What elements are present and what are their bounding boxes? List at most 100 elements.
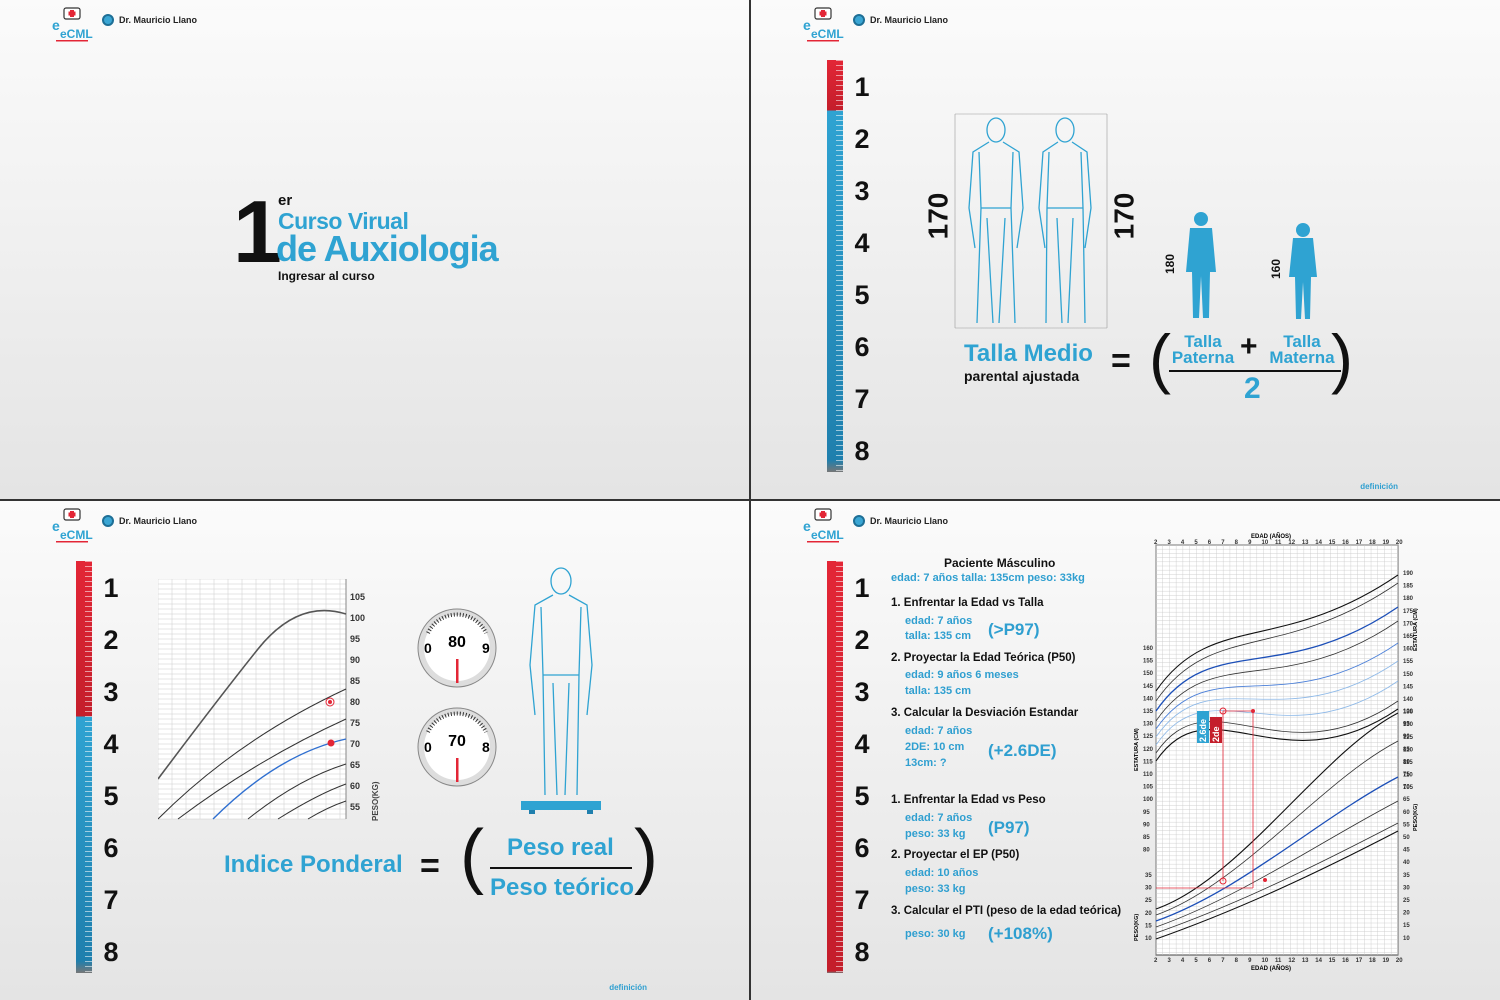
weight-percentile-curve <box>1155 740 1399 916</box>
height-percentile-curve <box>1155 660 1399 738</box>
ecml-logo: e eCML <box>50 507 94 545</box>
step-6: 3. Calcular el PTI (peso de la edad teór… <box>891 905 1122 917</box>
peso-label-left: PESO(KG) <box>1134 914 1140 941</box>
fraction-bar <box>490 867 632 869</box>
x-tick-bottom: 16 <box>1342 958 1349 964</box>
y-right-weight-tick: 70 <box>1403 785 1410 791</box>
parents-body-outline-icon <box>954 113 1108 329</box>
y-left-weight-tick: 15 <box>1145 923 1152 929</box>
height-percentile-curve <box>1155 582 1399 702</box>
y-right-weight-tick: 45 <box>1403 848 1410 854</box>
doctor-avatar-icon <box>853 515 865 527</box>
close-parenthesis: ) <box>1331 321 1353 395</box>
equals-sign: = <box>420 847 440 885</box>
y-right-height-tick: 175 <box>1403 609 1414 615</box>
x-tick-top: 11 <box>1275 540 1282 546</box>
talla-materna: Talla Materna <box>1269 332 1335 367</box>
denominator-peso-teorico: Peso teórico <box>490 874 635 901</box>
ruler-numbers: 1 2 3 4 5 6 7 8 <box>847 563 877 979</box>
x-axis-title-bottom: EDAD (AÑOS) <box>1251 965 1291 972</box>
definition-link[interactable]: definición <box>609 983 647 992</box>
step-4: 1. Enfrentar la Edad vs Peso <box>891 794 1046 806</box>
weight-tick: 65 <box>350 760 360 770</box>
y-right-height-tick: 135 <box>1403 710 1414 716</box>
ruler-number: 8 <box>103 937 119 967</box>
ruler-number: 6 <box>854 332 870 362</box>
divisor: 2 <box>1244 372 1261 405</box>
ruler-number: 2 <box>854 625 870 655</box>
step-4-result: (P97) <box>988 818 1030 837</box>
y-left-height-tick: 145 <box>1143 684 1154 690</box>
y-left-height-tick: 130 <box>1143 722 1154 728</box>
svg-text:e: e <box>803 518 811 534</box>
step-1-height: talla: 135 cm <box>905 630 972 642</box>
x-tick-top: 5 <box>1194 540 1198 546</box>
materna-bottom: Materna <box>1269 348 1335 367</box>
materna-top: Talla <box>1283 332 1321 351</box>
y-right-height-tick: 165 <box>1403 634 1414 640</box>
y-left-weight-tick: 25 <box>1145 898 1152 904</box>
ruler <box>827 60 843 472</box>
ruler-number: 4 <box>103 729 119 759</box>
y-left-height-tick: 90 <box>1143 822 1150 828</box>
y-left-height-tick: 160 <box>1143 646 1154 652</box>
x-tick-top: 15 <box>1329 540 1336 546</box>
weight-tick: 60 <box>350 781 360 791</box>
x-tick-top: 18 <box>1369 540 1376 546</box>
talla-medio-label: Talla Medio <box>964 340 1093 367</box>
x-tick-top: 14 <box>1315 540 1322 546</box>
x-tick-bottom: 6 <box>1208 958 1212 964</box>
ruler-number: 1 <box>103 573 119 603</box>
height-percentile-curve <box>1155 620 1399 722</box>
x-tick-top: 2 <box>1154 540 1158 546</box>
y-right-weight-tick: 85 <box>1403 747 1410 753</box>
x-tick-top: 6 <box>1208 540 1212 546</box>
slide-title: e eCML Dr. Mauricio Llano 1 er Curso Vir… <box>0 0 749 499</box>
height-percentile-curve <box>1155 700 1399 754</box>
weight-tick: 90 <box>350 655 360 665</box>
y-right-weight-tick: 100 <box>1403 709 1414 715</box>
ruler-numbers: 1 2 3 4 5 6 7 8 <box>847 62 877 478</box>
y-right-height-tick: 115 <box>1403 760 1413 766</box>
mother-height-right: 170 <box>1108 192 1140 240</box>
x-tick-bottom: 14 <box>1315 958 1322 964</box>
weight-tick: 75 <box>350 718 360 728</box>
close-parenthesis: ) <box>634 816 658 896</box>
y-right-weight-tick: 35 <box>1403 873 1410 879</box>
talla-paterna: Talla Paterna <box>1171 333 1235 366</box>
scale-dial-2-icon: 70 0 8 <box>417 707 497 787</box>
growth-chart: 2.6de 2de 223344556677889910101111121213… <box>1134 533 1419 972</box>
indice-ponderal-label: Indice Ponderal <box>224 851 403 878</box>
x-tick-bottom: 10 <box>1262 958 1269 964</box>
estatura-label-left: ESTATURA (CM) <box>1134 728 1140 771</box>
ruler-number: 4 <box>854 729 870 759</box>
y-right-weight-tick: 15 <box>1403 923 1410 929</box>
ruler-number: 6 <box>854 833 870 863</box>
svg-text:e: e <box>803 17 811 33</box>
x-tick-bottom: 3 <box>1167 958 1171 964</box>
x-tick-bottom: 18 <box>1369 958 1376 964</box>
svg-text:e: e <box>52 518 60 534</box>
equals-sign: = <box>1111 342 1131 380</box>
enter-course-link[interactable]: Ingresar al curso <box>278 269 375 283</box>
height-percentile-curve <box>1155 642 1399 730</box>
x-tick-bottom: 8 <box>1235 958 1239 964</box>
y-left-height-tick: 155 <box>1143 659 1154 665</box>
ruler-number: 5 <box>854 781 870 811</box>
ruler <box>827 561 843 973</box>
scale-2-left: 0 <box>424 739 432 755</box>
definition-link[interactable]: definición <box>1360 482 1398 491</box>
step-6-weight: peso: 30 kg <box>905 928 966 940</box>
y-left-height-tick: 140 <box>1143 696 1154 702</box>
author-name: Dr. Mauricio Llano <box>119 516 198 526</box>
y-right-weight-tick: 25 <box>1403 898 1410 904</box>
y-left-height-tick: 105 <box>1143 785 1154 791</box>
x-tick-bottom: 4 <box>1181 958 1185 964</box>
scale-dial-1-icon: 80 0 9 <box>417 608 497 688</box>
y-left-height-tick: 135 <box>1143 709 1154 715</box>
ruler-number: 1 <box>854 573 870 603</box>
y-right-weight-tick: 65 <box>1403 797 1410 803</box>
y-right-height-tick: 125 <box>1403 735 1414 741</box>
author-name: Dr. Mauricio Llano <box>119 15 198 25</box>
